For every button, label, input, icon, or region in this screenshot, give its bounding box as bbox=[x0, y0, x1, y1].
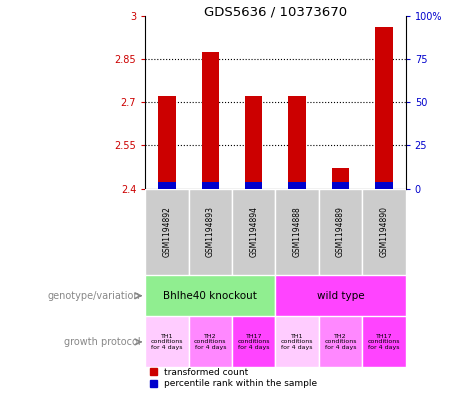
Bar bbox=[189, 316, 232, 367]
Text: GSM1194889: GSM1194889 bbox=[336, 206, 345, 257]
Bar bbox=[362, 189, 406, 275]
Text: GSM1194890: GSM1194890 bbox=[379, 206, 389, 257]
Bar bbox=[201, 52, 219, 189]
Bar bbox=[232, 189, 275, 275]
Bar bbox=[276, 189, 319, 275]
Text: GSM1194892: GSM1194892 bbox=[162, 206, 171, 257]
Bar bbox=[145, 189, 189, 275]
Text: GDS5636 / 10373670: GDS5636 / 10373670 bbox=[204, 6, 347, 19]
Bar bbox=[319, 316, 362, 367]
Bar bbox=[276, 316, 319, 367]
Bar bbox=[332, 182, 349, 189]
Bar bbox=[289, 182, 306, 189]
Bar bbox=[158, 96, 176, 189]
Text: TH17
conditions
for 4 days: TH17 conditions for 4 days bbox=[368, 334, 400, 350]
Text: TH2
conditions
for 4 days: TH2 conditions for 4 days bbox=[194, 334, 226, 350]
Bar bbox=[319, 189, 362, 275]
Text: TH17
conditions
for 4 days: TH17 conditions for 4 days bbox=[237, 334, 270, 350]
Text: GSM1194888: GSM1194888 bbox=[293, 206, 301, 257]
Legend: transformed count, percentile rank within the sample: transformed count, percentile rank withi… bbox=[150, 368, 317, 389]
Bar bbox=[276, 275, 406, 316]
Bar bbox=[158, 182, 176, 189]
Bar bbox=[245, 96, 262, 189]
Text: growth protocol: growth protocol bbox=[64, 337, 141, 347]
Text: GSM1194894: GSM1194894 bbox=[249, 206, 258, 257]
Bar bbox=[189, 189, 232, 275]
Text: TH1
conditions
for 4 days: TH1 conditions for 4 days bbox=[281, 334, 313, 350]
Bar bbox=[232, 316, 275, 367]
Text: TH2
conditions
for 4 days: TH2 conditions for 4 days bbox=[325, 334, 357, 350]
Text: Bhlhe40 knockout: Bhlhe40 knockout bbox=[163, 291, 257, 301]
Bar bbox=[245, 182, 262, 189]
Bar bbox=[375, 27, 393, 189]
Text: wild type: wild type bbox=[317, 291, 364, 301]
Bar bbox=[289, 96, 306, 189]
Bar bbox=[362, 316, 406, 367]
Text: GSM1194893: GSM1194893 bbox=[206, 206, 215, 257]
Bar bbox=[375, 182, 393, 189]
Bar bbox=[145, 275, 275, 316]
Text: genotype/variation: genotype/variation bbox=[48, 291, 141, 301]
Bar bbox=[145, 316, 189, 367]
Text: TH1
conditions
for 4 days: TH1 conditions for 4 days bbox=[151, 334, 183, 350]
Bar bbox=[201, 182, 219, 189]
Bar bbox=[332, 169, 349, 189]
